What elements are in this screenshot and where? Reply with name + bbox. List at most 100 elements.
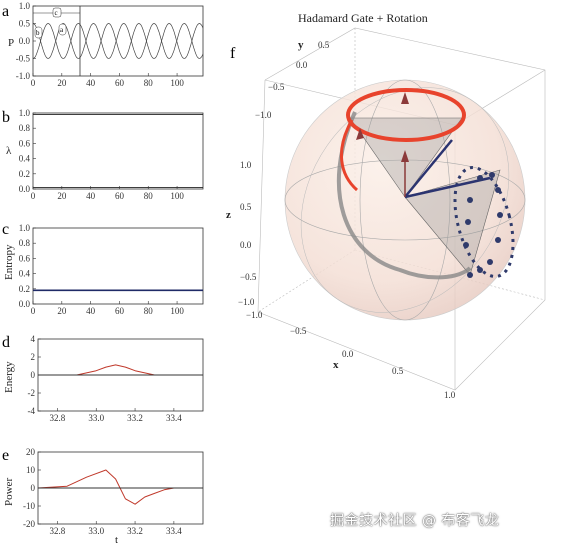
xlabel-e: t: [115, 534, 118, 545]
panel-letter-d: d: [2, 334, 10, 351]
ytick-label: -4: [28, 406, 36, 416]
ytick-label: 0.5: [19, 19, 31, 29]
ytick-label: 0.4: [19, 269, 31, 279]
xtick-label: 20: [57, 306, 67, 316]
ytick-label: -10: [23, 501, 35, 511]
curves-a: [32, 23, 204, 59]
panel-letter-a: a: [2, 3, 9, 20]
curves-b: [33, 114, 203, 188]
xtick-label: 80: [144, 191, 154, 201]
xtick-label: 33.2: [127, 413, 143, 423]
trajectory-marker: [497, 212, 503, 218]
ytick-label: 0: [31, 370, 36, 380]
plot-frame-b: [32, 112, 204, 190]
ztick-3d: −0.5: [240, 272, 257, 282]
xtick-label: 60: [115, 306, 125, 316]
xtick-3d: 0.5: [392, 366, 404, 376]
panel-letter-e: e: [2, 447, 9, 464]
bloch-vectors: [356, 92, 491, 199]
xtick-label: 33.2: [127, 526, 143, 536]
xtick-3d: −1.0: [246, 310, 263, 320]
sphere-meridian: [359, 79, 451, 321]
ytick-label: 0.0: [19, 184, 31, 194]
annotation-c: c: [52, 7, 62, 18]
cone-right: [404, 169, 501, 276]
ytick-label: 0.6: [19, 138, 31, 148]
xtick-label: 0: [31, 78, 36, 88]
xtick-3d: −0.5: [290, 326, 307, 336]
ztick-3d: 0.5: [240, 202, 252, 212]
xtick-label: 40: [86, 78, 96, 88]
ytick-3d: −0.5: [268, 82, 285, 92]
ytick-label: 1.0: [19, 108, 31, 118]
curves-e: [37, 469, 203, 505]
panel-letter-c: c: [2, 221, 9, 238]
ytick-label: -1.0: [16, 71, 31, 81]
xtick-label: 100: [170, 306, 184, 316]
sphere-ticks: −1.0 −0.5 0.0 0.5 1.0 0.5 0.0 −0.5 −1.0 −1.0 −0.5 0…: [238, 40, 503, 400]
ytick-label: -2: [28, 388, 36, 398]
xtick-label: 33.0: [88, 526, 104, 536]
ylabel-a: P: [8, 37, 14, 49]
ytick-label: -20: [23, 519, 35, 529]
trajectory-marker: [489, 172, 495, 178]
annotation-a: a: [58, 23, 67, 36]
trajectory-blue-ring: [453, 165, 515, 279]
panel-b: b λ 1.0 0.8 0.6 0.4 0.2 0.0 0 20 40 60 80 100: [2, 108, 204, 201]
ytick-3d: −1.0: [255, 110, 272, 120]
series-a-0: [32, 23, 204, 59]
curves-d: [38, 364, 203, 376]
arrowhead-top: [401, 92, 409, 104]
series-d-0: [38, 364, 203, 376]
trajectory-gray: [336, 111, 472, 280]
ytick-label: 0.2: [19, 169, 30, 179]
xtick-label: 60: [115, 78, 125, 88]
yticks-e: 20 10 0 -10 -20: [23, 447, 41, 529]
ytick-3d: 0.0: [296, 60, 308, 70]
trajectory-marker: [467, 197, 473, 203]
ytick-label: 0: [31, 483, 36, 493]
xtick-label: 0: [31, 306, 36, 316]
axis-label-z: z: [226, 209, 231, 221]
trajectory-marker: [495, 237, 501, 243]
ytick-3d: 0.5: [318, 40, 330, 50]
xtick-label: 60: [115, 191, 125, 201]
xtick-label: 20: [57, 78, 67, 88]
ytick-label: 4: [31, 334, 36, 344]
yticks-a: 1.0 0.5 0.0 -0.5 -1.0: [16, 1, 36, 81]
series-a-1: [32, 23, 204, 59]
yticks-d: 4 2 0 -2 -4: [28, 334, 41, 416]
arrowhead-left: [356, 128, 364, 140]
xtick-label: 20: [57, 191, 67, 201]
arrowhead-up: [401, 150, 409, 162]
trajectory-marker: [467, 272, 473, 278]
state-vector-2: [404, 139, 453, 198]
xtick-label: 40: [86, 306, 96, 316]
svg-text:b: b: [36, 29, 40, 37]
trajectory-marker: [465, 219, 471, 225]
xticks-b: 0 20 40 60 80 100: [31, 186, 184, 201]
xtick-label: 32.8: [50, 526, 66, 536]
ytick-label: 1.0: [19, 223, 31, 233]
xtick-label: 80: [144, 306, 154, 316]
trajectory-marker: [495, 187, 501, 193]
svg-text:c: c: [55, 9, 58, 17]
ztick-3d: 0.0: [240, 240, 252, 250]
xtick-label: 80: [144, 78, 154, 88]
ztick-3d: 1.0: [240, 160, 252, 170]
trajectory-marker: [477, 175, 483, 181]
ytick-label: 2: [31, 352, 36, 362]
xtick-label: 33.0: [88, 413, 104, 423]
panel-c: c Entropy 1.0 0.8 0.6 0.4 0.2 0.0 0 20 40 60 80 10…: [2, 221, 204, 316]
xtick-label: 0: [31, 191, 36, 201]
panel-e: e Power 20 10 0 -10 -20 32.8 33.0 33.2 33.4 t: [2, 447, 204, 546]
sphere-meridian-2: [300, 87, 510, 313]
xtick-label: 100: [170, 78, 184, 88]
ytick-label: 0.2: [19, 284, 30, 294]
panel-a: a P c b a 1.0 0.5 0.0 -0.5 -1.0 0 20 40 60 80 100: [2, 1, 204, 88]
xticks-d: 32.8 33.0 33.2 33.4: [50, 408, 182, 423]
ytick-label: 0.4: [19, 154, 31, 164]
xtick-3d: 1.0: [444, 390, 456, 400]
xtick-label: 32.8: [50, 413, 66, 423]
